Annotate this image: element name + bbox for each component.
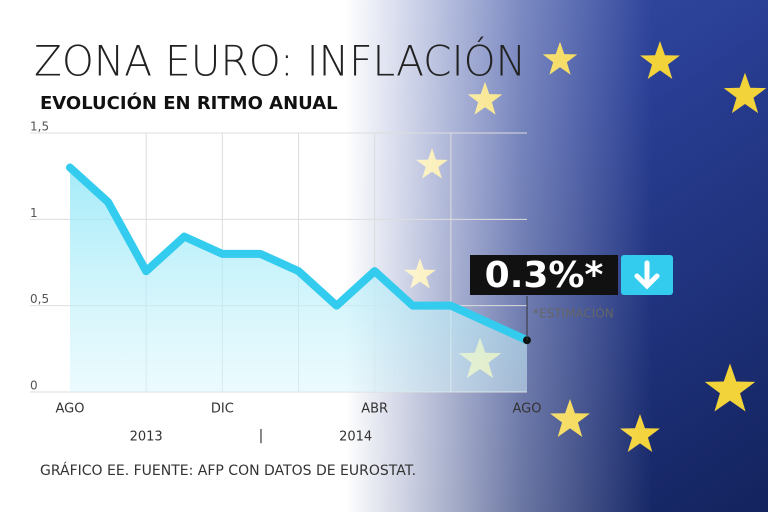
x-tick-label: DIC (211, 402, 234, 417)
chart-title: ZONA EURO: INFLACIÓN (34, 36, 526, 86)
area (70, 167, 527, 392)
source: GRÁFICO EE. FUENTE: AFP CON DATOS DE EUR… (40, 462, 416, 479)
year-label: 2013 (130, 430, 163, 445)
annotation-box (470, 255, 618, 295)
year-label: 2014 (339, 430, 372, 445)
y-tick-label: 1 (30, 206, 38, 220)
annotation-value: 0.3%* (485, 255, 604, 296)
y-tick-label: 0,5 (30, 292, 49, 306)
year-separator: | (259, 428, 264, 444)
y-tick-label: 1,5 (30, 120, 49, 134)
line (66, 163, 531, 345)
plot: 0 0,5 1 1,5 AGO DIC ABR AGO 2013 2014 0.3%* *ESTIMA… (30, 120, 618, 445)
x-tick-label: AGO (513, 402, 542, 417)
x-tick-label: ABR (361, 402, 388, 417)
chart-subtitle: EVOLUCIÓN EN RITMO ANUAL (40, 92, 338, 114)
y-tick-label: 0 (30, 379, 38, 393)
annotation-note: *ESTIMACIÓN (533, 306, 614, 321)
x-tick-label: AGO (56, 402, 85, 417)
down-arrow (634, 260, 660, 290)
